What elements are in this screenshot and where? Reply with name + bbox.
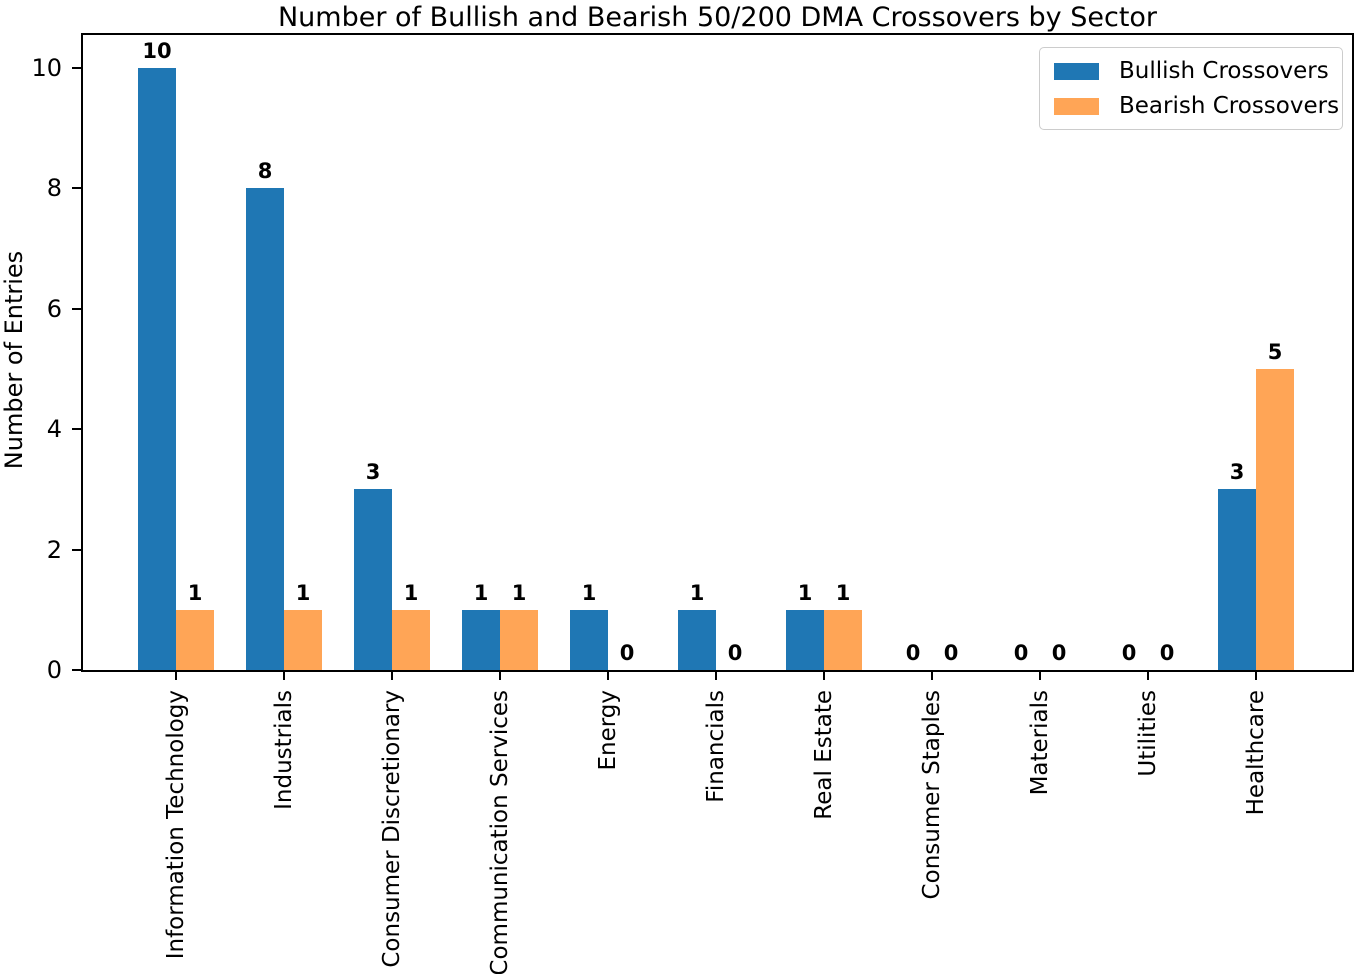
bar-bearish-crossovers-information-technology (176, 609, 214, 670)
legend-entry-bullish-crossovers: Bullish Crossovers (1054, 56, 1329, 86)
bar-bearish-crossovers-communication-services (500, 609, 538, 670)
bar-bullish-crossovers-industrials (246, 188, 284, 670)
x-tick-label-utilities: Utilities (1135, 690, 1161, 777)
bar-value-label: 1 (473, 580, 489, 605)
bar-value-label: 3 (1229, 460, 1245, 485)
bar-value-label: 0 (1121, 641, 1137, 665)
x-tick-mark (1255, 671, 1257, 680)
legend: Bullish Crossovers Bearish Crossovers (1039, 47, 1343, 130)
bar-value-label: 1 (689, 580, 705, 605)
x-tick-label-communication-services: Communication Services (487, 690, 513, 974)
bar-value-label: 10 (142, 39, 172, 64)
x-tick-mark (283, 671, 285, 680)
y-tick-mark (72, 428, 81, 431)
bar-bearish-crossovers-real-estate (824, 609, 862, 670)
bar-bearish-crossovers-healthcare (1256, 369, 1294, 670)
bar-value-label: 8 (257, 159, 273, 184)
bar-bullish-crossovers-communication-services (462, 609, 500, 670)
bar-bullish-crossovers-information-technology (138, 68, 176, 670)
y-tick-label: 4 (46, 415, 62, 444)
x-tick-mark (1039, 671, 1041, 680)
x-tick-label-materials: Materials (1027, 690, 1053, 796)
bar-bullish-crossovers-consumer-discretionary (354, 489, 392, 670)
x-tick-mark (607, 671, 609, 680)
x-tick-label-information-technology: Information Technology (163, 690, 189, 960)
y-tick-mark (72, 187, 81, 190)
bar-value-label: 5 (1267, 340, 1283, 365)
bar-value-label: 0 (619, 641, 635, 665)
y-tick-label: 10 (31, 54, 62, 83)
bar-bullish-crossovers-energy (570, 609, 608, 670)
legend-swatch-bearish-crossovers (1054, 97, 1099, 115)
y-tick-mark (72, 548, 81, 551)
x-tick-mark (715, 671, 717, 680)
y-tick-mark (72, 307, 81, 310)
y-tick-mark (72, 669, 81, 671)
bar-bearish-crossovers-industrials (284, 609, 322, 670)
x-tick-label-industrials: Industrials (271, 690, 297, 810)
x-tick-mark (391, 671, 393, 680)
plot-area: 10 8 3 1 1 1 1 0 0 0 3 1 1 1 1 0 0 1 0 0 0 5 (81, 33, 1354, 672)
bar-value-label: 0 (1051, 641, 1067, 665)
y-tick-label: 2 (46, 535, 62, 564)
x-tick-mark (499, 671, 501, 680)
x-tick-mark (175, 671, 177, 680)
bar-value-label: 1 (187, 580, 203, 605)
y-tick-mark (72, 67, 81, 70)
legend-label-bullish-crossovers: Bullish Crossovers (1119, 58, 1329, 84)
bar-value-label: 3 (365, 460, 381, 485)
x-tick-label-healthcare: Healthcare (1243, 690, 1269, 816)
y-tick-label: 0 (46, 656, 62, 684)
x-tick-mark (823, 671, 825, 680)
x-tick-label-consumer-staples: Consumer Staples (919, 690, 945, 900)
legend-label-bearish-crossovers: Bearish Crossovers (1119, 93, 1340, 119)
bar-bullish-crossovers-real-estate (786, 609, 824, 670)
x-tick-mark (931, 671, 933, 680)
y-tick-label: 6 (46, 294, 62, 323)
x-tick-label-financials: Financials (703, 690, 729, 803)
bar-value-label: 0 (905, 641, 921, 665)
bar-bullish-crossovers-healthcare (1218, 489, 1256, 670)
legend-entry-bearish-crossovers: Bearish Crossovers (1054, 91, 1339, 121)
bar-value-label: 1 (511, 580, 527, 605)
bar-value-label: 0 (943, 641, 959, 665)
bar-value-label: 1 (797, 580, 813, 605)
bar-bearish-crossovers-consumer-discretionary (392, 609, 430, 670)
bar-bullish-crossovers-financials (678, 609, 716, 670)
y-axis-title-text: Number of Entries (0, 250, 28, 470)
bar-value-label: 1 (835, 580, 851, 605)
y-tick-label: 8 (46, 174, 62, 203)
bar-value-label: 0 (727, 641, 743, 665)
bar-value-label: 0 (1159, 641, 1175, 665)
x-tick-label-consumer-discretionary: Consumer Discretionary (379, 690, 405, 968)
x-tick-mark (1147, 671, 1149, 680)
x-tick-label-real-estate: Real Estate (811, 690, 837, 820)
chart-title: Number of Bullish and Bearish 50/200 DMA… (277, 2, 1158, 33)
legend-swatch-bullish-crossovers (1054, 62, 1099, 80)
bar-value-label: 1 (295, 580, 311, 605)
bar-value-label: 1 (403, 580, 419, 605)
x-tick-label-energy: Energy (595, 690, 621, 771)
bar-value-label: 0 (1013, 641, 1029, 665)
bar-value-label: 1 (581, 580, 597, 605)
